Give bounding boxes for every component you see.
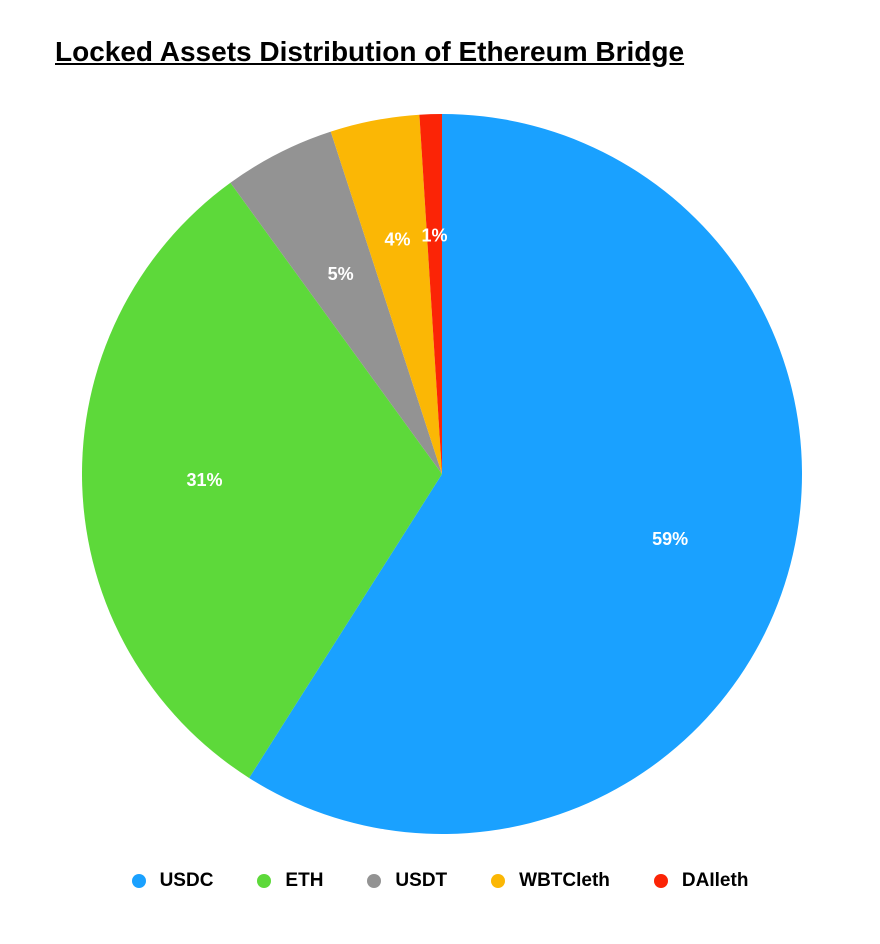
slice-label-eth: 31% (187, 470, 223, 490)
pie-slice-usdt[interactable] (230, 131, 442, 474)
legend-item-usdt[interactable]: USDT (367, 870, 447, 892)
slice-label-wbtcleth: 4% (384, 229, 410, 249)
legend-item-eth[interactable]: ETH (257, 870, 323, 892)
legend-item-usdc[interactable]: USDC (131, 870, 214, 892)
legend-swatch-icon (491, 874, 506, 888)
chart-legend: USDC ETH USDT WBTCleth DAIleth (0, 870, 880, 892)
legend-label: ETH (285, 870, 324, 891)
legend-label: USDT (395, 870, 448, 891)
pie-slice-usdc[interactable] (249, 114, 802, 834)
slice-label-usdt: 5% (328, 264, 354, 284)
legend-item-wbtcleth[interactable]: WBTCleth (491, 870, 610, 892)
pie-slice-labels: 59% 31% 5% 4% 1% (187, 225, 689, 549)
pie-slice-daileth[interactable] (419, 114, 442, 474)
legend-swatch-icon (367, 874, 382, 888)
pie-slices (81, 114, 802, 834)
chart-title: Locked Assets Distribution of Ethereum B… (55, 36, 685, 67)
slice-label-daileth: 1% (422, 225, 448, 245)
slice-label-usdc: 59% (652, 529, 688, 549)
pie-slice-wbtcleth[interactable] (330, 114, 442, 474)
legend-swatch-icon (653, 874, 668, 888)
legend-label: DAIleth (681, 870, 749, 891)
legend-swatch-icon (131, 874, 146, 888)
legend-item-daileth[interactable]: DAIleth (653, 870, 749, 892)
legend-label: USDC (159, 870, 214, 891)
legend-swatch-icon (257, 874, 272, 888)
legend-label: WBTCleth (519, 870, 610, 891)
pie-slice-eth[interactable] (81, 182, 443, 778)
